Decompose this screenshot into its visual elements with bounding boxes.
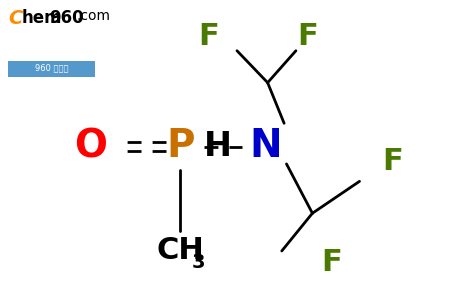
Text: F: F — [297, 22, 318, 51]
Text: hem: hem — [21, 9, 62, 27]
Text: F: F — [382, 146, 403, 176]
Text: O: O — [74, 127, 108, 166]
Text: F: F — [321, 248, 342, 277]
Text: 3: 3 — [191, 253, 205, 272]
Text: 960: 960 — [49, 9, 84, 27]
FancyBboxPatch shape — [8, 61, 95, 77]
Text: C: C — [8, 9, 22, 28]
Text: N: N — [249, 127, 282, 166]
Text: .com: .com — [76, 9, 110, 23]
Text: F: F — [198, 22, 219, 51]
Text: CH: CH — [156, 236, 204, 265]
Text: P: P — [166, 127, 195, 166]
Text: 960 化工网: 960 化工网 — [35, 64, 68, 73]
Text: H: H — [204, 130, 232, 163]
